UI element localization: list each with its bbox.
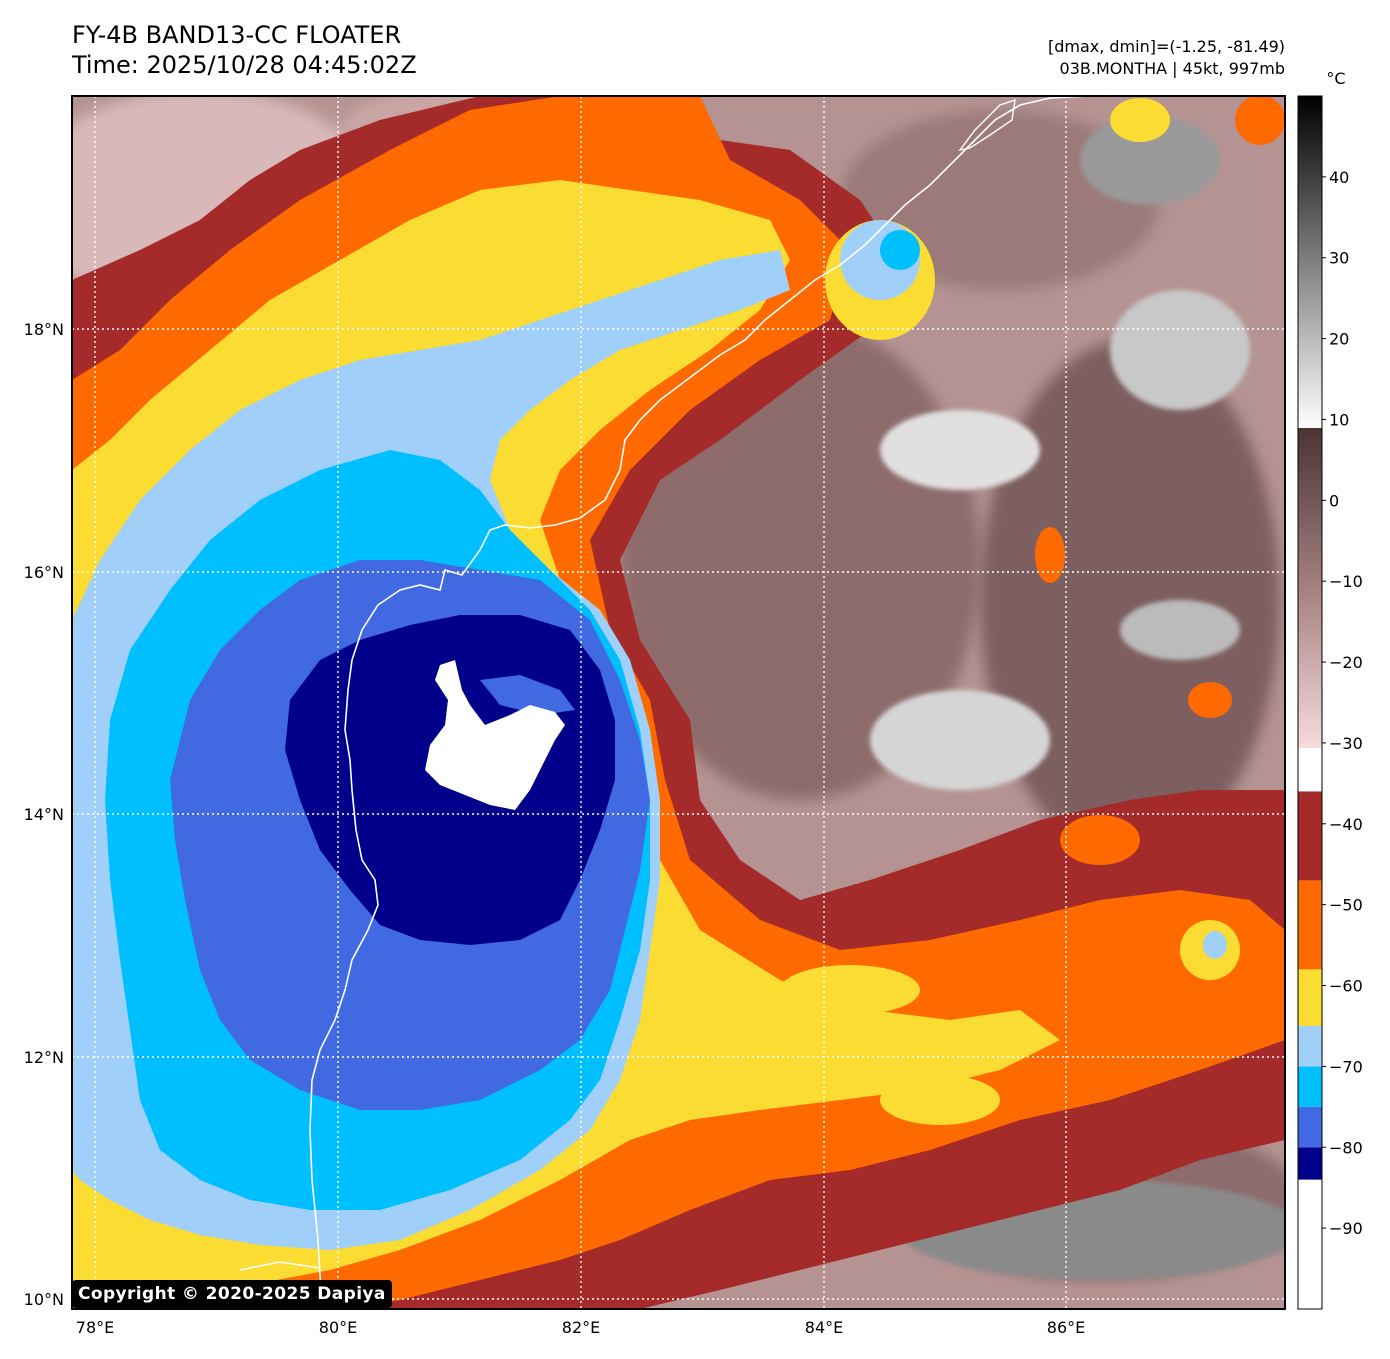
lat-label: 12°N	[24, 1048, 64, 1067]
colorbar-tick-label: 30	[1329, 249, 1349, 268]
lat-lon-gridlines	[72, 96, 1285, 1309]
colorbar-tick-label: 10	[1329, 410, 1349, 429]
colorbar-band	[1298, 1106, 1322, 1148]
map-title: FY-4B BAND13-CC FLOATER	[72, 21, 402, 49]
lon-label: 86°E	[1047, 1318, 1085, 1337]
lon-label: 78°E	[76, 1318, 114, 1337]
colorbar: °C 40 30 20 10 0 −10 −20 −30 −40 −50 −60 −70 −80 −90	[1297, 69, 1363, 1310]
colorbar-band	[1298, 880, 1322, 970]
colorbar-band	[1298, 1025, 1322, 1067]
colorbar-tick-label: −90	[1329, 1219, 1363, 1238]
colorbar-band	[1298, 1147, 1322, 1180]
lat-label: 10°N	[24, 1290, 64, 1309]
lon-label: 80°E	[319, 1318, 357, 1337]
colorbar-tick-label: −20	[1329, 653, 1363, 672]
colorbar-tick-label: −80	[1329, 1138, 1363, 1157]
colorbar-band	[1298, 969, 1322, 1026]
lat-label: 18°N	[24, 320, 64, 339]
colorbar-tick-label: −50	[1329, 896, 1363, 915]
colorbar-unit: °C	[1326, 69, 1345, 88]
storm-info-label: 03B.MONTHA | 45kt, 997mb	[1059, 59, 1285, 78]
lat-label: 14°N	[24, 805, 64, 824]
data-range-label: [dmax, dmin]=(-1.25, -81.49)	[1047, 37, 1285, 56]
map-timestamp: Time: 2025/10/28 04:45:02Z	[72, 51, 417, 79]
colorbar-tick-label: −10	[1329, 572, 1363, 591]
colorbar-tick-label: −60	[1329, 977, 1363, 996]
map-frame	[71, 95, 1286, 1310]
colorbar-tick-label: −40	[1329, 815, 1363, 834]
lat-label: 16°N	[24, 563, 64, 582]
colorbar-tick-label: 20	[1329, 330, 1349, 349]
colorbar-band	[1298, 1179, 1322, 1309]
lon-label: 82°E	[562, 1318, 600, 1337]
colorbar-tick-label: −30	[1329, 734, 1363, 753]
colorbar-tick-label: 40	[1329, 168, 1349, 187]
cloud-top-imagery	[72, 96, 1285, 1309]
copyright-label: Copyright © 2020-2025 Dapiya	[72, 1280, 392, 1308]
colorbar-band	[1298, 1066, 1322, 1107]
colorbar-tick-label: 0	[1329, 491, 1339, 510]
lon-label: 84°E	[805, 1318, 843, 1337]
colorbar-band	[1298, 791, 1322, 881]
colorbar-tick-label: −70	[1329, 1057, 1363, 1076]
